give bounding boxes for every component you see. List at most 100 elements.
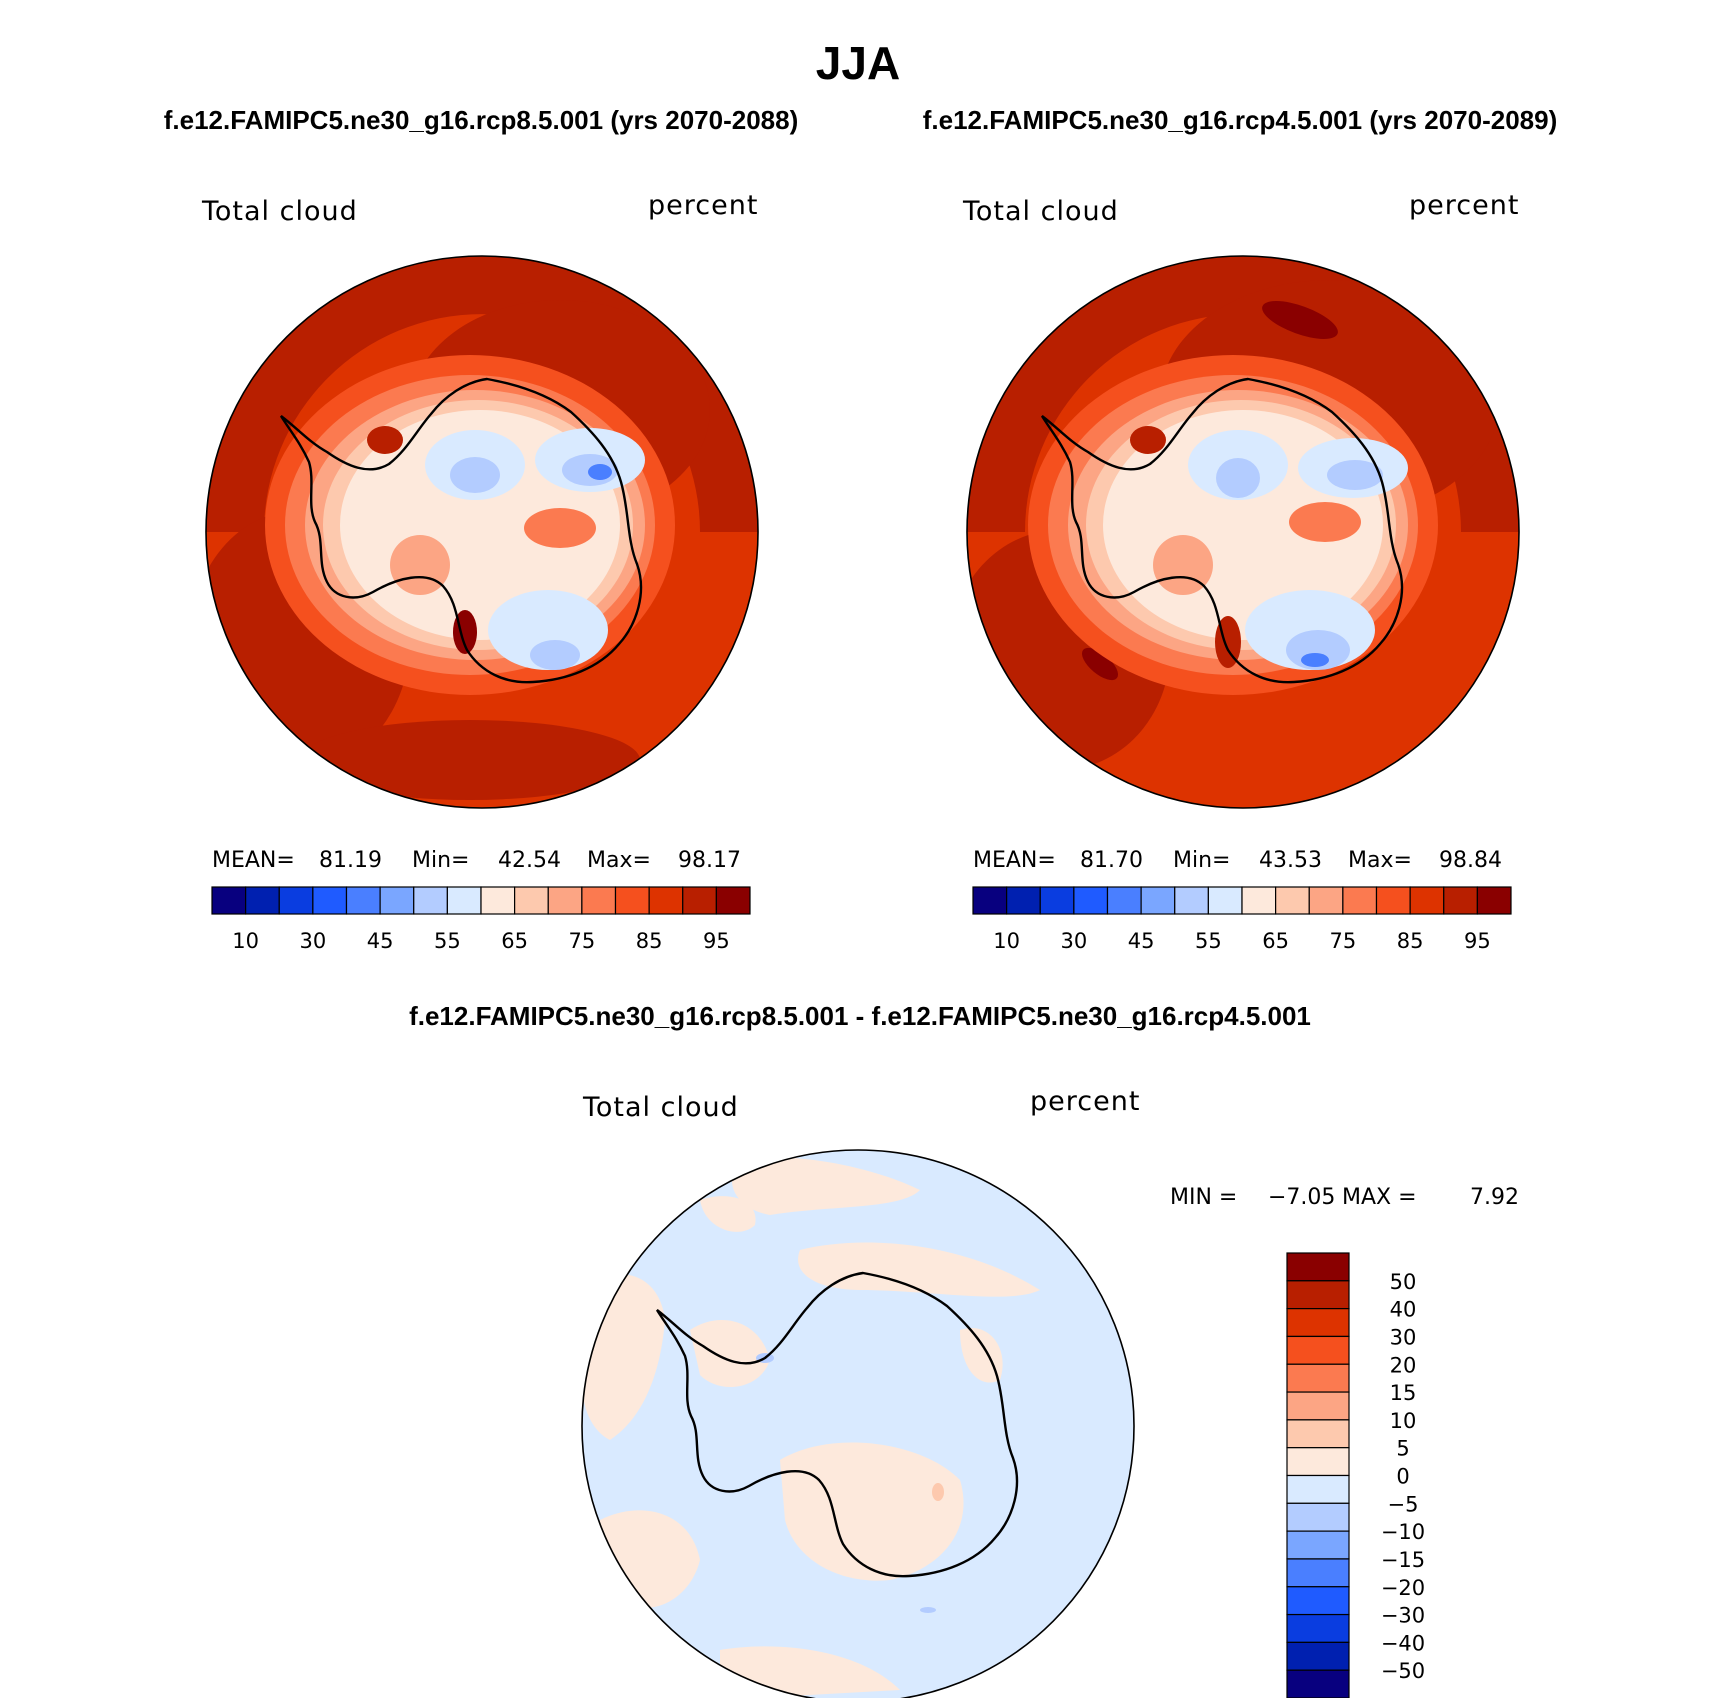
difference-min-label: MIN = — [1170, 1185, 1237, 1210]
panel-right-colorbar-swatch-11 — [1342, 886, 1378, 915]
difference-colorbar-swatch-8 — [1286, 1474, 1350, 1504]
panel-left-colorbar-swatch-11 — [581, 886, 617, 915]
difference-colorbar-tick-label: 0 — [1396, 1465, 1409, 1489]
difference-colorbar-tick-label: 40 — [1390, 1298, 1417, 1322]
panel-right-colorbar-swatch-3 — [1073, 886, 1109, 915]
panel-right-colorbar-tick-label: 95 — [1464, 929, 1491, 953]
panel-left-colorbar-swatch-10 — [547, 886, 583, 915]
difference-colorbar-tick-label: 15 — [1390, 1381, 1417, 1405]
panel-right-colorbar-swatch-7 — [1207, 886, 1243, 915]
panel-left-colorbar-swatch-1 — [245, 886, 280, 915]
panel-left-colorbar-tick-label: 30 — [300, 929, 327, 953]
panel-right-colorbar-swatch-1 — [1006, 886, 1041, 915]
panel-left-min-value: 42.54 — [498, 848, 561, 873]
difference-colorbar-swatch-12 — [1286, 1586, 1350, 1616]
difference-colorbar-swatch-5 — [1286, 1391, 1350, 1421]
difference-colorbar-tick-label: 5 — [1396, 1437, 1409, 1461]
difference-colorbar-tick-label: −50 — [1381, 1659, 1425, 1683]
panel-right-colorbar-swatch-13 — [1409, 886, 1445, 915]
panel-right-colorbar-swatch-2 — [1039, 886, 1075, 915]
panel-right-colorbar-tick-label: 85 — [1397, 929, 1424, 953]
panel-left-colorbar-swatch-13 — [648, 886, 684, 915]
difference-colorbar-tick-label: 10 — [1390, 1409, 1417, 1433]
difference-colorbar-swatch-0 — [1286, 1252, 1350, 1282]
panel-right-colorbar-tick-label: 55 — [1195, 929, 1222, 953]
difference-colorbar-swatch-15 — [1286, 1669, 1350, 1698]
difference-colorbar-tick-label: −30 — [1381, 1604, 1425, 1628]
difference-colorbar-swatch-4 — [1286, 1363, 1350, 1393]
panel-left-min-label: Min= — [412, 848, 469, 873]
panel-left-colorbar-tick-label: 55 — [434, 929, 461, 953]
difference-colorbar-swatch-2 — [1286, 1308, 1350, 1338]
difference-min-value: −7.05 — [1268, 1185, 1335, 1210]
panel-left-colorbar-swatch-12 — [614, 886, 650, 915]
difference-colorbar-swatch-3 — [1286, 1335, 1350, 1365]
panel-left-colorbar-swatch-14 — [682, 886, 717, 915]
panel-right-variable-label: Total cloud — [962, 196, 1119, 227]
panel-right-mean-label: MEAN= — [973, 848, 1056, 873]
difference-colorbar-tick-label: 30 — [1390, 1325, 1417, 1349]
panel-left-colorbar-swatch-8 — [480, 886, 516, 915]
difference-colorbar-swatch-7 — [1286, 1447, 1350, 1477]
panel-left-mean-label: MEAN= — [212, 848, 295, 873]
panel-left-colorbar — [211, 886, 751, 915]
difference-colorbar-tick-label: −10 — [1381, 1520, 1425, 1544]
difference-colorbar-tick-label: −40 — [1381, 1631, 1425, 1655]
panel-left-colorbar-swatch-15 — [715, 886, 751, 915]
panel-left-colorbar-swatch-7 — [446, 886, 482, 915]
panel-left-case-title: f.e12.FAMIPC5.ne30_g16.rcp8.5.001 (yrs 2… — [164, 105, 799, 135]
panel-right-case-title: f.e12.FAMIPC5.ne30_g16.rcp4.5.001 (yrs 2… — [923, 105, 1558, 135]
panel-left-max-value: 98.17 — [678, 848, 741, 873]
difference-map — [581, 1149, 1135, 1698]
difference-colorbar — [1286, 1252, 1350, 1698]
difference-colorbar-swatch-9 — [1286, 1502, 1350, 1532]
panel-right-colorbar-swatch-12 — [1375, 886, 1411, 915]
panel-left-colorbar-swatch-4 — [345, 886, 381, 915]
panel-right-colorbar-ticks: 10 30 45 55 65 75 85 95 — [993, 929, 1490, 953]
panel-right-colorbar — [972, 886, 1512, 915]
panel-left-variable-label: Total cloud — [201, 196, 358, 227]
panel-right-units-label: percent — [1409, 190, 1519, 221]
difference-colorbar-swatch-11 — [1286, 1558, 1350, 1588]
panel-right-map — [966, 255, 1520, 809]
panel-left-colorbar-tick-label: 95 — [703, 929, 730, 953]
difference-colorbar-tick-label: −20 — [1381, 1576, 1425, 1600]
difference-colorbar-swatch-6 — [1286, 1419, 1350, 1449]
panel-right-colorbar-tick-label: 75 — [1330, 929, 1357, 953]
panel-right-mean-value: 81.70 — [1080, 848, 1143, 873]
panel-right-colorbar-swatch-6 — [1174, 886, 1209, 915]
panel-left-colorbar-swatch-6 — [413, 886, 448, 915]
panel-right-colorbar-tick-label: 10 — [993, 929, 1020, 953]
difference-colorbar-tick-label: 50 — [1390, 1270, 1417, 1294]
panel-left-colorbar-tick-label: 75 — [569, 929, 596, 953]
panel-right-colorbar-swatch-0 — [972, 886, 1008, 915]
panel-left-colorbar-swatch-0 — [211, 886, 247, 915]
difference-units-label: percent — [1030, 1086, 1140, 1117]
difference-colorbar-swatch-10 — [1286, 1530, 1350, 1560]
panel-right-colorbar-swatch-15 — [1476, 886, 1512, 915]
panel-left-colorbar-swatch-2 — [278, 886, 314, 915]
panel-right-colorbar-swatch-10 — [1308, 886, 1344, 915]
difference-colorbar-tick-label: 20 — [1390, 1353, 1417, 1377]
figure-title: JJA — [816, 37, 900, 89]
panel-left-colorbar-tick-label: 10 — [232, 929, 259, 953]
panel-left-colorbar-swatch-5 — [379, 886, 415, 915]
panel-right-min-label: Min= — [1173, 848, 1230, 873]
panel-left-mean-value: 81.19 — [319, 848, 382, 873]
difference-title: f.e12.FAMIPC5.ne30_g16.rcp8.5.001 - f.e1… — [409, 1001, 1311, 1031]
panel-right-colorbar-tick-label: 30 — [1061, 929, 1088, 953]
panel-right-colorbar-swatch-5 — [1140, 886, 1176, 915]
panel-right-colorbar-tick-label: 65 — [1262, 929, 1289, 953]
panel-right-colorbar-swatch-8 — [1241, 886, 1277, 915]
difference-colorbar-tick-label: −15 — [1381, 1548, 1425, 1572]
panel-right-min-value: 43.53 — [1259, 848, 1322, 873]
panel-right-colorbar-tick-label: 45 — [1128, 929, 1155, 953]
panel-left-colorbar-tick-label: 65 — [501, 929, 528, 953]
panel-right-colorbar-swatch-9 — [1275, 886, 1310, 915]
difference-colorbar-swatch-13 — [1286, 1613, 1350, 1643]
panel-left-map — [205, 255, 759, 809]
panel-left-units-label: percent — [648, 190, 758, 221]
panel-left-colorbar-tick-label: 45 — [367, 929, 394, 953]
